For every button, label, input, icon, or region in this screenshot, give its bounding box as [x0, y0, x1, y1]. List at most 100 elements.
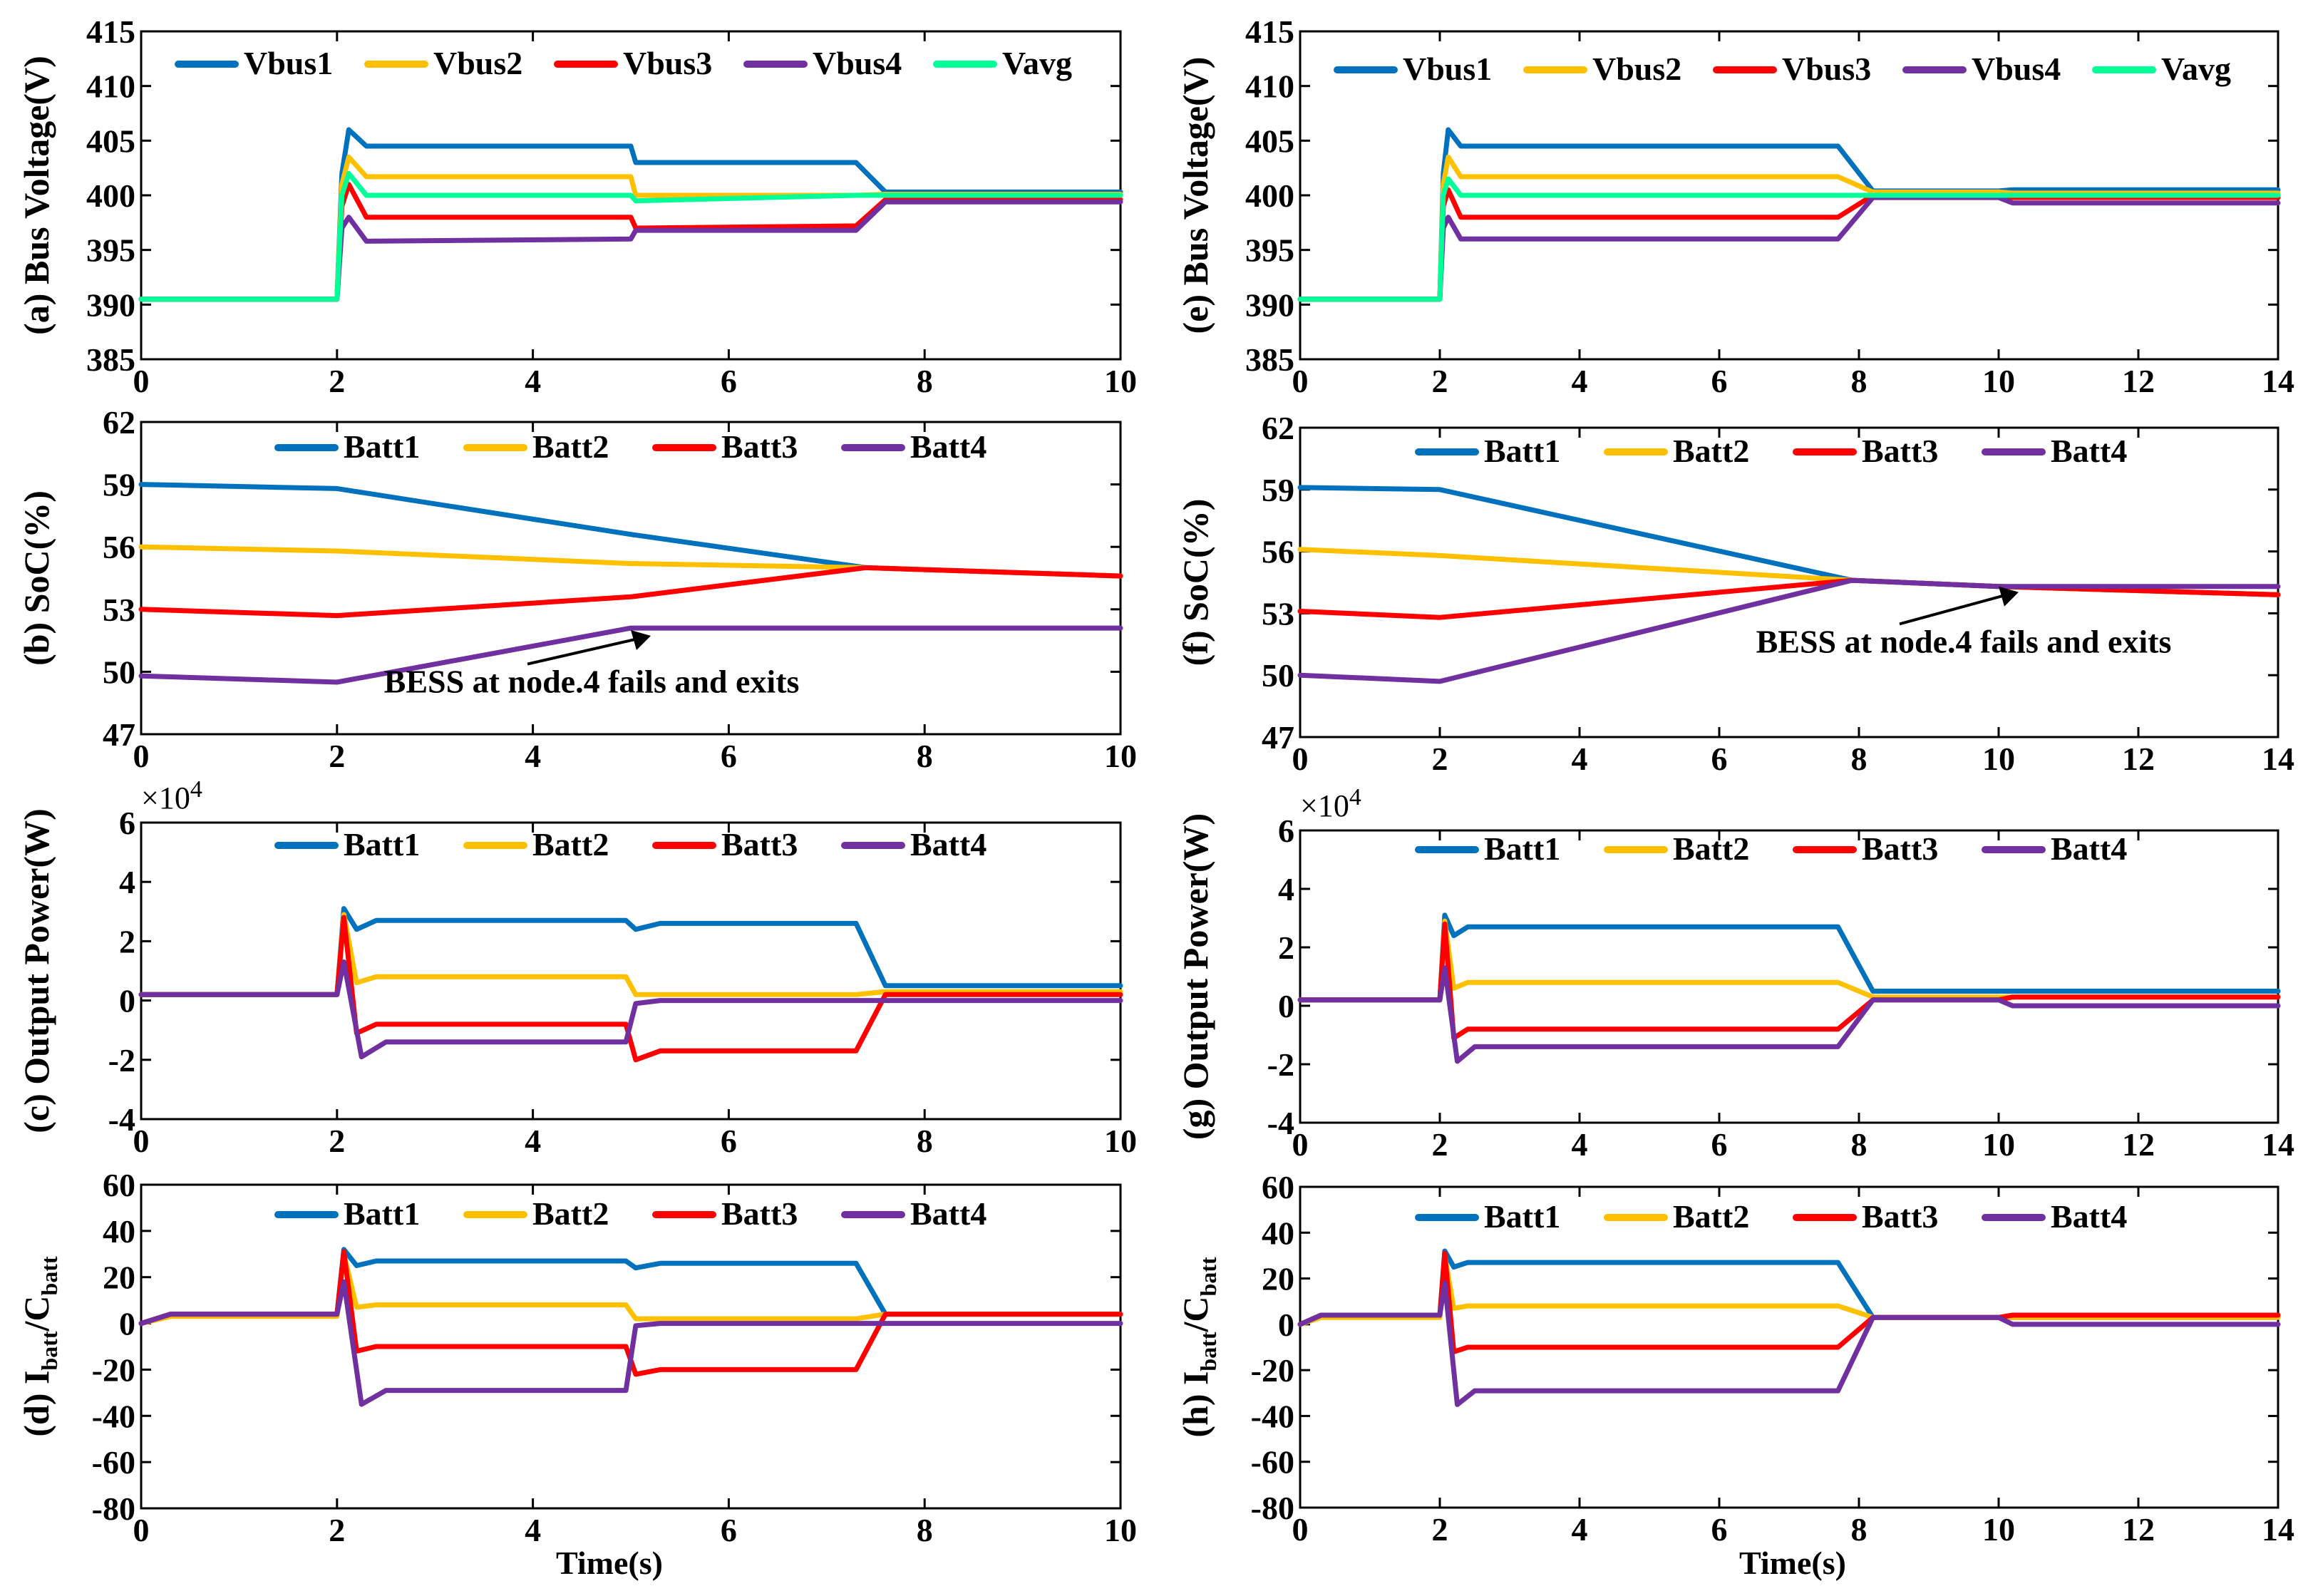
plot-frame — [1299, 829, 2279, 1124]
x-tick-label: 0 — [1292, 741, 1309, 777]
y-tick-label: -40 — [1251, 1398, 1294, 1434]
y-exponent-power: 4 — [190, 776, 202, 803]
x-tick-label: 4 — [525, 1512, 541, 1548]
y-tick-label: 0 — [119, 983, 135, 1019]
legend-label-Vbus3: Vbus3 — [623, 45, 712, 81]
y-axis-label-part: batt — [36, 1331, 62, 1370]
y-axis-label-part: (d) I — [16, 1371, 56, 1437]
y-tick-label: 59 — [1262, 472, 1294, 508]
legend-label-Batt4: Batt4 — [910, 1195, 986, 1232]
series-line-Batt4 — [138, 1279, 1123, 1407]
legend-label-Batt3: Batt3 — [1862, 433, 1938, 469]
y-tick-label: 50 — [103, 654, 135, 690]
y-tick-label: 385 — [1245, 341, 1294, 378]
legend-label-Batt2: Batt2 — [1673, 1198, 1749, 1235]
y-axis-label-part: batt — [1195, 1257, 1221, 1296]
legend-label-Batt4: Batt4 — [2051, 1198, 2127, 1235]
y-tick-label: 56 — [1262, 534, 1294, 570]
y-tick-label: 0 — [1278, 988, 1294, 1024]
x-tick-label: 0 — [1292, 363, 1309, 399]
y-axis-label: (e) Bus Voltage(V) — [1175, 57, 1215, 334]
x-tick-label: 8 — [1851, 363, 1867, 399]
legend-label-Batt2: Batt2 — [532, 826, 609, 863]
y-tick-label: 395 — [86, 232, 135, 269]
y-tick-label: -40 — [92, 1398, 135, 1434]
y-tick-label: 47 — [103, 716, 135, 753]
x-tick-label: 14 — [2262, 363, 2294, 399]
series-line-Batt4 — [1297, 577, 2281, 684]
x-tick-label: 2 — [1432, 1126, 1448, 1163]
series-line-Batt4 — [138, 959, 1123, 1060]
y-tick-label: 40 — [1262, 1215, 1294, 1251]
legend-label-Batt1: Batt1 — [344, 1195, 420, 1232]
y-tick-label: 50 — [1262, 657, 1294, 694]
x-tick-label: 0 — [1292, 1511, 1309, 1548]
plot-frame — [1299, 426, 2279, 738]
x-tick-label: 0 — [133, 1512, 150, 1548]
x-tick-label: 4 — [525, 363, 541, 399]
x-tick-label: 4 — [525, 738, 541, 774]
x-tick-label: 4 — [1572, 1126, 1588, 1163]
x-tick-label: 8 — [1851, 741, 1867, 777]
y-tick-label: 0 — [119, 1306, 135, 1342]
series-line-Batt3 — [138, 915, 1123, 1063]
legend-label-Batt3: Batt3 — [1862, 1198, 1938, 1235]
y-tick-label: 4 — [119, 864, 135, 900]
x-tick-label: 2 — [329, 1123, 345, 1159]
y-tick-label: 405 — [1245, 123, 1294, 159]
x-tick-label: 12 — [2122, 363, 2155, 399]
legend-label-Batt4: Batt4 — [2051, 830, 2127, 867]
x-tick-label: 2 — [1432, 741, 1448, 777]
x-axis-label-right: Time(s) — [1739, 1545, 1846, 1581]
x-tick-label: 6 — [1711, 1126, 1728, 1163]
series-line-Vbus3 — [1297, 187, 2281, 302]
legend-label-Batt1: Batt1 — [344, 826, 420, 863]
x-tick-label: 6 — [721, 1512, 737, 1548]
x-tick-label: 8 — [917, 363, 933, 399]
y-tick-label: 53 — [103, 592, 135, 628]
series-line-Vavg — [138, 170, 1123, 302]
y-axis-label: (f) SoC(%) — [1175, 499, 1215, 666]
y-tick-label: 415 — [86, 14, 135, 50]
y-tick-label: -60 — [92, 1444, 135, 1481]
legend-label-Vbus4: Vbus4 — [1972, 51, 2061, 87]
y-tick-label: 62 — [1262, 410, 1294, 446]
legend-label-Vavg: Vavg — [2161, 51, 2231, 87]
y-tick-label: 60 — [1262, 1169, 1294, 1205]
y-tick-label: 40 — [103, 1213, 135, 1250]
x-tick-label: 4 — [1572, 1511, 1588, 1548]
x-tick-label: 6 — [1711, 1511, 1728, 1548]
x-tick-label: 14 — [2262, 741, 2294, 777]
y-tick-label: -80 — [1251, 1490, 1294, 1526]
x-tick-label: 10 — [1104, 1123, 1137, 1159]
x-tick-label: 4 — [1572, 741, 1588, 777]
series-line-Batt4 — [1297, 1280, 2281, 1407]
legend-label-Batt4: Batt4 — [910, 826, 986, 863]
x-tick-label: 8 — [1851, 1126, 1867, 1163]
y-tick-label: 6 — [119, 805, 135, 841]
x-tick-label: 8 — [1851, 1511, 1867, 1548]
y-tick-label: -2 — [108, 1042, 135, 1078]
legend-label-Vbus2: Vbus2 — [1592, 51, 1681, 87]
x-tick-label: 12 — [2122, 1126, 2155, 1163]
x-tick-label: 6 — [1711, 363, 1728, 399]
y-tick-label: 400 — [1245, 177, 1294, 214]
legend-label-Batt2: Batt2 — [1673, 830, 1749, 867]
x-tick-label: 6 — [1711, 741, 1728, 777]
legend-label-Batt4: Batt4 — [910, 428, 986, 465]
legend-label-Batt3: Batt3 — [721, 428, 798, 465]
y-tick-label: -2 — [1267, 1046, 1294, 1083]
legend-label-Vbus1: Vbus1 — [244, 45, 333, 81]
plot-frame — [1299, 1185, 2279, 1509]
legend-label-Batt3: Batt3 — [721, 1195, 798, 1232]
x-tick-label: 0 — [1292, 1126, 1309, 1163]
y-tick-label: 410 — [86, 68, 135, 105]
y-tick-label: 6 — [1278, 813, 1294, 849]
y-tick-label: 20 — [1262, 1261, 1294, 1297]
x-tick-label: 10 — [1982, 1511, 2015, 1548]
series-line-Batt4 — [1297, 965, 2281, 1064]
legend-label-Batt3: Batt3 — [1862, 830, 1938, 867]
